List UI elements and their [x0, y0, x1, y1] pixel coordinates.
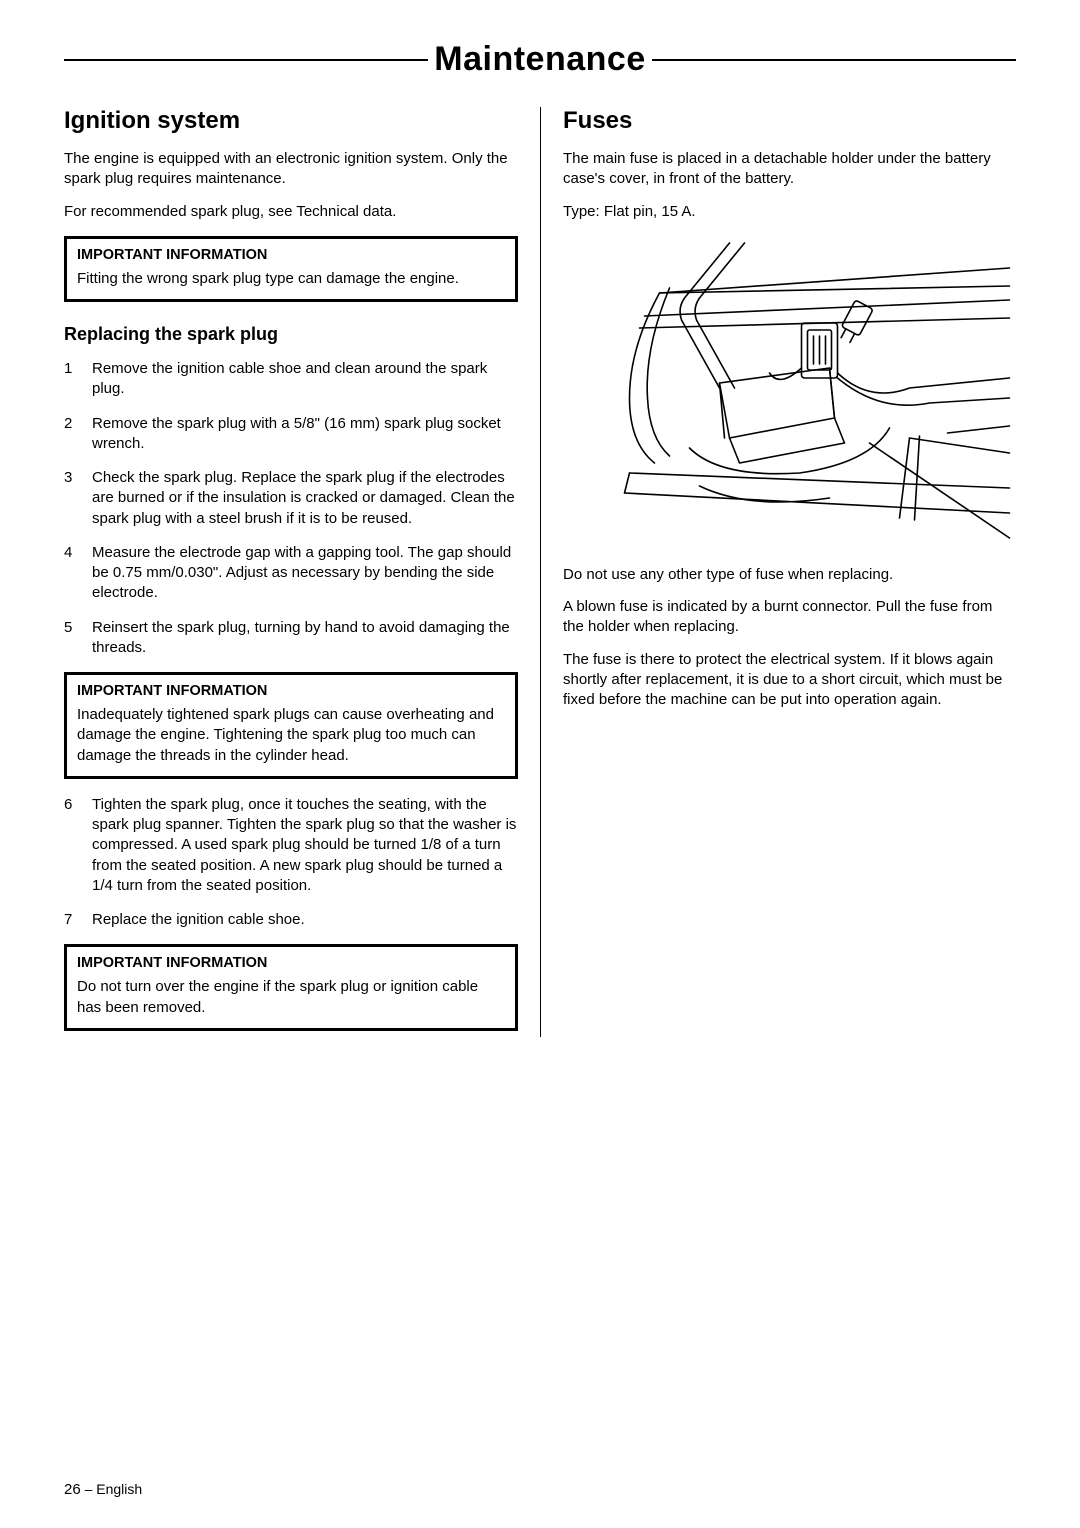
columns: Ignition system The engine is equipped w… — [64, 107, 1016, 1037]
title-row: Maintenance — [64, 40, 1016, 79]
fuse-diagram — [563, 238, 1016, 548]
info-box-2-title: IMPORTANT INFORMATION — [77, 683, 505, 699]
ignition-intro-2: For recommended spark plug, see Technica… — [64, 202, 518, 222]
step-item: Replace the ignition cable shoe. — [64, 910, 518, 930]
info-box-3-text: Do not turn over the engine if the spark… — [77, 977, 505, 1018]
step-item: Check the spark plug. Replace the spark … — [64, 468, 518, 529]
page-footer: 26 – English — [64, 1481, 142, 1498]
step-item: Reinsert the spark plug, turning by hand… — [64, 618, 518, 659]
info-box-1-text: Fitting the wrong spark plug type can da… — [77, 269, 505, 289]
page-content: Maintenance Ignition system The engine i… — [0, 0, 1080, 1067]
fuses-p3: Do not use any other type of fuse when r… — [563, 565, 1016, 585]
step-item: Remove the ignition cable shoe and clean… — [64, 359, 518, 400]
left-column: Ignition system The engine is equipped w… — [64, 107, 540, 1037]
ignition-heading: Ignition system — [64, 107, 518, 135]
steps-list-a: Remove the ignition cable shoe and clean… — [64, 359, 518, 658]
footer-sep: – — [81, 1481, 97, 1497]
rule-right — [652, 59, 1016, 61]
info-box-2-text: Inadequately tightened spark plugs can c… — [77, 705, 505, 766]
fuses-heading: Fuses — [563, 107, 1016, 135]
page-title: Maintenance — [428, 40, 651, 79]
rule-left — [64, 59, 428, 61]
replace-sparkplug-heading: Replacing the spark plug — [64, 324, 518, 345]
info-box-2: IMPORTANT INFORMATION Inadequately tight… — [64, 672, 518, 779]
page-number: 26 — [64, 1481, 81, 1498]
info-box-1: IMPORTANT INFORMATION Fitting the wrong … — [64, 236, 518, 302]
steps-list-b: Tighten the spark plug, once it touches … — [64, 795, 518, 931]
info-box-3: IMPORTANT INFORMATION Do not turn over t… — [64, 944, 518, 1031]
step-item: Remove the spark plug with a 5/8" (16 mm… — [64, 414, 518, 455]
fuses-p4: A blown fuse is indicated by a burnt con… — [563, 597, 1016, 638]
step-item: Measure the electrode gap with a gapping… — [64, 543, 518, 604]
info-box-3-title: IMPORTANT INFORMATION — [77, 955, 505, 971]
right-column: Fuses The main fuse is placed in a detac… — [540, 107, 1016, 1037]
info-box-1-title: IMPORTANT INFORMATION — [77, 247, 505, 263]
fuses-p5: The fuse is there to protect the electri… — [563, 650, 1016, 711]
fuses-p1: The main fuse is placed in a detachable … — [563, 149, 1016, 190]
step-item: Tighten the spark plug, once it touches … — [64, 795, 518, 896]
ignition-intro-1: The engine is equipped with an electroni… — [64, 149, 518, 190]
footer-lang: English — [96, 1481, 142, 1497]
fuses-p2: Type: Flat pin, 15 A. — [563, 202, 1016, 222]
